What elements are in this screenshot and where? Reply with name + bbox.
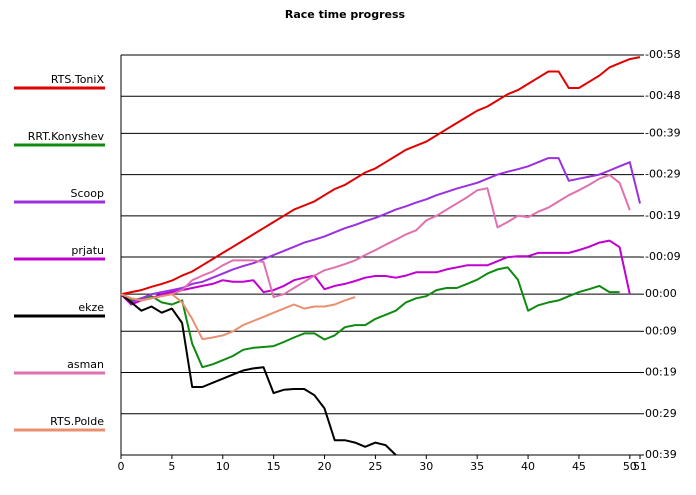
- y-tick-label: 00:09: [645, 324, 677, 337]
- series-line: [120, 293, 356, 341]
- x-tick-label: 0: [118, 460, 125, 473]
- x-tick-label: 5: [168, 460, 175, 473]
- y-tick-label: -00:39: [645, 126, 681, 139]
- legend-label: RRT.Konyshev: [28, 130, 105, 143]
- y-tick-label: 00:29: [645, 407, 677, 420]
- legend-label: RTS.Polde: [50, 415, 104, 428]
- legend-label: Scoop: [71, 187, 104, 200]
- series-line: [120, 157, 641, 304]
- x-tick-label: 35: [470, 460, 484, 473]
- y-tick-label: 00:00: [645, 287, 677, 300]
- x-tick-label: 20: [318, 460, 332, 473]
- x-tick-label: 51: [633, 460, 647, 473]
- x-tick-label: 10: [216, 460, 230, 473]
- x-tick-label: 50: [623, 460, 637, 473]
- series-line: [120, 293, 397, 456]
- legend-label: ekze: [78, 301, 104, 314]
- legend-label: prjatu: [71, 244, 104, 257]
- x-tick-label: 15: [267, 460, 281, 473]
- x-tick-label: 30: [419, 460, 433, 473]
- series-line: [120, 266, 620, 369]
- chart-title: Race time progress: [285, 8, 406, 21]
- y-tick-label: -00:29: [645, 168, 681, 181]
- y-tick-label: -00:48: [645, 89, 681, 102]
- y-tick-label: -00:19: [645, 209, 681, 222]
- series-line: [120, 56, 641, 296]
- y-tick-label: -00:09: [645, 250, 681, 263]
- y-tick-label: 00:39: [645, 448, 677, 461]
- y-tick-label: -00:58: [645, 48, 681, 61]
- x-tick-label: 45: [572, 460, 586, 473]
- legend-label: RTS.ToniX: [51, 73, 105, 86]
- x-tick-label: 40: [521, 460, 535, 473]
- series-line: [120, 239, 631, 306]
- y-tick-label: 00:19: [645, 366, 677, 379]
- series-line: [120, 174, 631, 302]
- x-tick-label: 25: [368, 460, 382, 473]
- legend-label: asman: [67, 358, 104, 371]
